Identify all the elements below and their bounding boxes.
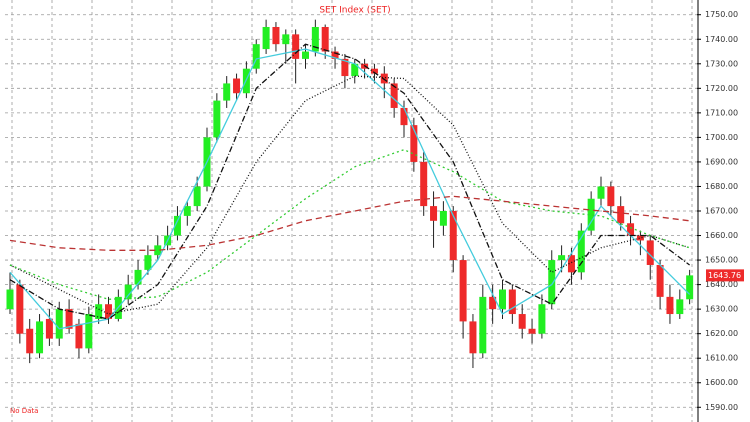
candle-body	[85, 314, 93, 349]
candle-body	[558, 255, 566, 261]
y-tick-label: 1590.00	[705, 403, 738, 412]
candle-body	[636, 235, 644, 241]
candle-body	[124, 284, 132, 300]
candle-body	[617, 206, 625, 224]
candle-body	[134, 269, 142, 285]
candle-body	[597, 186, 605, 199]
candle-body	[646, 240, 654, 265]
candle-body	[469, 321, 477, 354]
candle-body	[489, 296, 497, 310]
candle-body	[528, 328, 536, 334]
moving-average	[9, 195, 690, 251]
candle-body	[144, 255, 152, 270]
candle-body	[183, 206, 191, 216]
chart-title: SET Index (SET)	[319, 6, 390, 16]
candle-body	[311, 26, 319, 52]
note: No Data	[10, 407, 38, 415]
candle-body	[400, 107, 408, 126]
y-tick-label: 1680.00	[705, 182, 738, 191]
candle-body	[252, 44, 260, 69]
candle-body	[282, 34, 290, 45]
y-tick-label: 1730.00	[705, 59, 738, 68]
candle-body	[302, 51, 309, 59]
candle-body	[331, 51, 339, 59]
candle-body	[321, 26, 329, 52]
y-tick-label: 1670.00	[705, 207, 738, 216]
candle-body	[430, 206, 438, 221]
candle-body	[627, 223, 635, 236]
moving-average	[9, 149, 690, 300]
candle-body	[55, 309, 63, 339]
candle-body	[154, 245, 162, 256]
candle-body	[45, 318, 53, 339]
candle-body	[587, 198, 595, 231]
candle-body	[173, 215, 181, 236]
candle-body	[16, 284, 24, 334]
candle-body	[213, 100, 221, 138]
candle-body	[95, 304, 103, 319]
y-tick-label: 1700.00	[705, 133, 738, 142]
candle-body	[439, 211, 447, 226]
candle-body	[666, 296, 674, 315]
candle-body	[548, 260, 556, 305]
candle-body	[351, 63, 359, 77]
y-tick-label: 1740.00	[705, 35, 738, 44]
moving-average	[9, 48, 691, 330]
candle-body	[538, 304, 546, 334]
candle-body	[105, 304, 112, 319]
y-tick-label: 1750.00	[705, 10, 738, 19]
candle-body	[567, 255, 575, 273]
candle-body	[262, 26, 270, 50]
candle-body	[656, 264, 664, 297]
candle-body	[26, 328, 34, 354]
candle-body	[193, 186, 201, 207]
candle-body	[233, 78, 241, 94]
candle-body	[676, 299, 684, 315]
candle-body	[370, 68, 378, 74]
y-tick-label: 1600.00	[705, 378, 738, 387]
last-price-box	[706, 269, 744, 282]
y-tick-label: 1640.00	[705, 280, 738, 289]
y-tick-label: 1720.00	[705, 84, 738, 93]
candle-body	[65, 309, 73, 329]
y-tick-label: 1690.00	[705, 157, 738, 166]
candle-body	[272, 26, 280, 45]
candle-body	[36, 321, 44, 354]
candle-body	[607, 186, 615, 207]
y-tick-label: 1610.00	[705, 354, 738, 363]
y-tick-label: 1630.00	[705, 305, 738, 314]
candle-body	[449, 211, 457, 261]
last-price-label: 1643.76	[708, 271, 741, 280]
candle-body	[499, 289, 506, 310]
candle-body	[341, 58, 349, 77]
y-tick-label: 1650.00	[705, 256, 738, 265]
y-tick-label: 1710.00	[705, 108, 738, 117]
candle-body	[6, 289, 14, 310]
candle-body	[380, 73, 388, 84]
candle-body	[479, 296, 487, 354]
candle-body	[577, 230, 585, 273]
candle-body	[410, 125, 418, 162]
moving-average	[9, 75, 690, 315]
candle-body	[390, 83, 398, 108]
y-tick-label: 1620.00	[705, 329, 738, 338]
candle-body	[459, 260, 467, 322]
y-tick-label: 1660.00	[705, 231, 738, 240]
candle-body	[518, 314, 526, 329]
candle-body	[420, 161, 428, 207]
candle-body	[223, 83, 231, 101]
candle-body	[508, 289, 516, 315]
candle-body	[686, 275, 694, 300]
candle-body	[292, 34, 300, 59]
candle-body	[75, 323, 83, 349]
